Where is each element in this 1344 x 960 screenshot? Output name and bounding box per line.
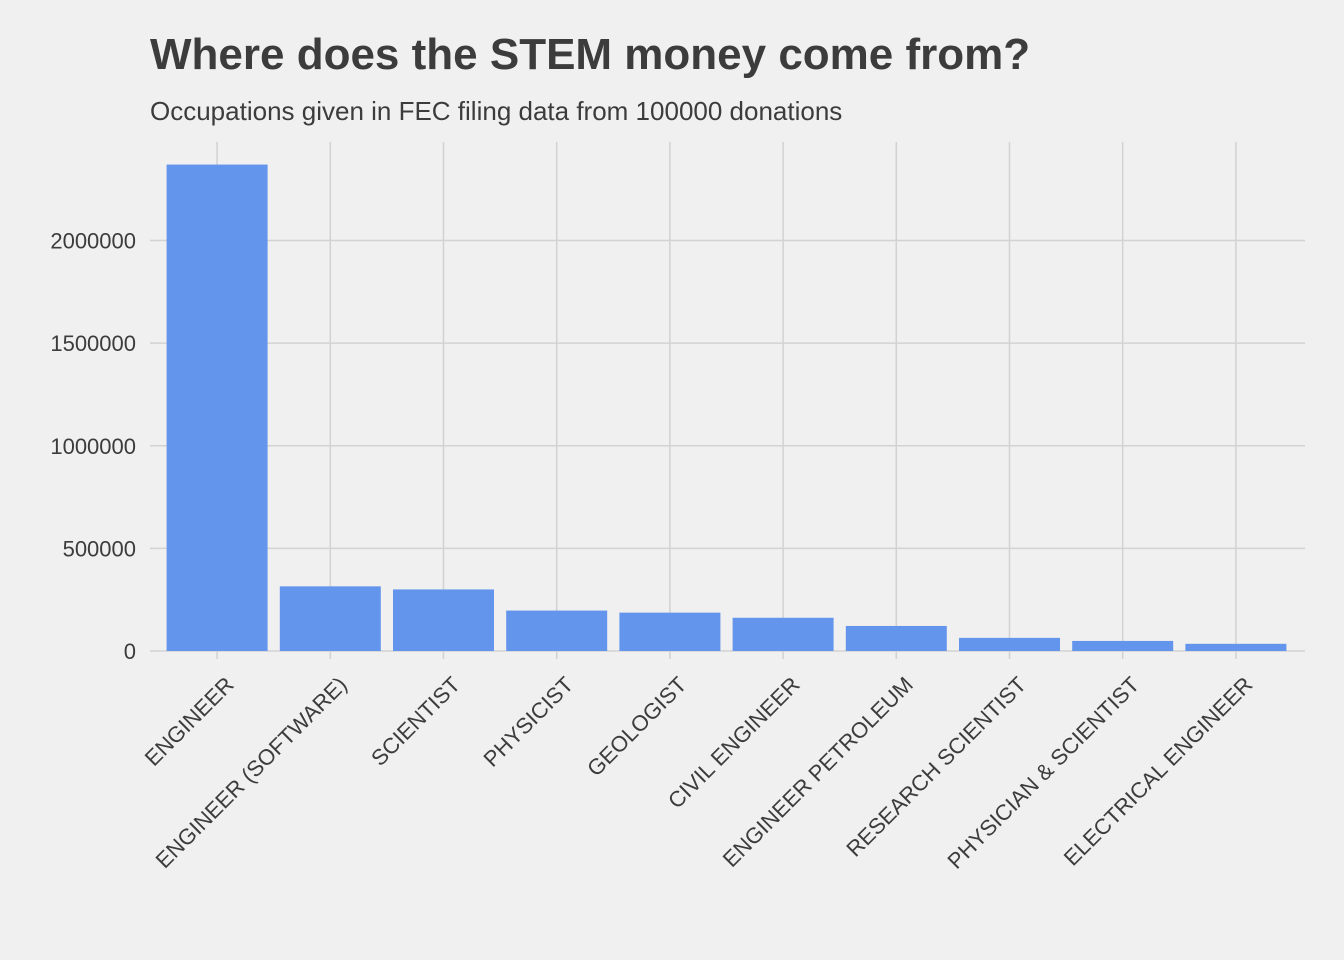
x-tick-label: ENGINEER (SOFTWARE): [151, 672, 352, 873]
bar: [506, 610, 608, 651]
x-tick-label: RESEARCH SCIENTIST: [841, 672, 1031, 862]
x-tick-label: ELECTRICAL ENGINEER: [1059, 672, 1258, 871]
bar: [1072, 640, 1174, 651]
y-tick-label: 1500000: [50, 331, 136, 356]
x-tick-label: GEOLOGIST: [582, 672, 691, 781]
chart-subtitle: Occupations given in FEC filing data fro…: [150, 96, 843, 126]
y-tick-label: 0: [124, 639, 136, 664]
bar: [166, 164, 268, 652]
x-tick-label: SCIENTIST: [366, 672, 465, 771]
chart-title: Where does the STEM money come from?: [150, 30, 1031, 79]
x-tick-label: PHYSICIST: [478, 672, 578, 772]
y-tick-label: 2000000: [50, 229, 136, 254]
bar: [1185, 643, 1287, 651]
bar: [732, 617, 834, 651]
bar: [619, 612, 721, 651]
bar: [393, 589, 494, 651]
x-tick-label: ENGINEER: [140, 672, 239, 771]
y-axis-ticks: 0 500000 1000000 1500000 2000000: [50, 229, 136, 664]
grid-lines: [150, 142, 1305, 659]
x-tick-label: PHYSICIAN & SCIENTIST: [942, 672, 1144, 874]
y-tick-label: 1000000: [50, 434, 136, 459]
y-tick-label: 500000: [63, 536, 136, 561]
x-tick-label: ENGINEER PETROLEUM: [718, 672, 918, 872]
bar: [279, 586, 381, 651]
bar: [959, 637, 1060, 651]
bars: [166, 164, 1287, 652]
bar: [845, 625, 947, 651]
